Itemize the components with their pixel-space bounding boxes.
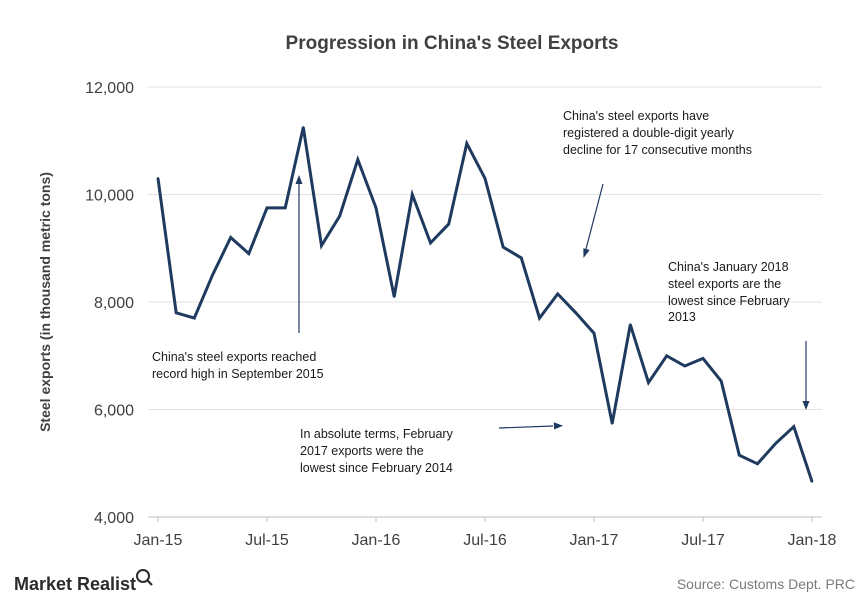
annotation-text-record-high-line1: China's steel exports reached	[152, 350, 316, 364]
data-point	[574, 311, 578, 314]
data-point	[483, 177, 487, 180]
annotation-decline: China's steel exports have registered a …	[563, 109, 752, 258]
x-tick-label: Jan-18	[788, 532, 837, 549]
data-point	[629, 323, 632, 326]
annotation-feb2017: In absolute terms, February 2017 exports…	[300, 422, 563, 475]
data-point	[156, 177, 160, 180]
magnifier-icon	[136, 569, 150, 583]
data-point	[429, 241, 432, 245]
annotation-text-jan2018-line1: China's January 2018	[668, 260, 789, 274]
brand-logo: Market Realist	[14, 569, 153, 594]
annotation-record-high: China's steel exports reached record hig…	[152, 175, 324, 381]
data-point	[247, 252, 251, 255]
x-tick-label: Jan-15	[134, 532, 183, 549]
chart-title: Progression in China's Steel Exports	[286, 33, 619, 54]
data-point	[683, 364, 687, 368]
data-point	[392, 295, 396, 298]
data-point	[211, 273, 214, 277]
y-axis-title: Steel exports (in thousand metric tons)	[37, 172, 53, 432]
annotation-arrow-feb2017	[498, 425, 554, 429]
data-point	[756, 462, 759, 465]
data-point	[374, 206, 378, 210]
series-group	[156, 126, 814, 483]
x-tick-label: Jul-17	[681, 532, 725, 549]
data-point	[302, 126, 305, 129]
data-point	[338, 214, 341, 218]
data-point	[501, 245, 505, 249]
x-tick-labels: Jan-15 Jul-15 Jan-16 Jul-16 Jan-17 Jul-17 Jan-…	[134, 517, 837, 549]
x-tick-label: Jan-17	[570, 532, 619, 549]
data-point	[193, 316, 196, 320]
annotation-jan2018: China's January 2018 steel exports are t…	[668, 260, 810, 410]
data-point	[229, 236, 232, 239]
data-point	[810, 480, 814, 483]
annotation-text-record-high-line2: record high in September 2015	[152, 367, 324, 381]
arrowhead-record-high	[295, 175, 303, 184]
annotation-text-jan2018-line4: 2013	[668, 310, 696, 324]
y-tick-label: 12,000	[85, 80, 134, 97]
annotation-text-decline-line1: China's steel exports have	[563, 109, 709, 123]
annotation-text-feb2017-line3: lowest since February 2014	[300, 461, 453, 475]
data-point	[520, 256, 523, 260]
annotation-text-decline-line2: registered a double-digit yearly	[563, 126, 735, 140]
x-tick-label: Jul-15	[245, 532, 289, 549]
x-tick-label: Jan-16	[352, 532, 401, 549]
brand-name: Market Realist	[14, 574, 136, 594]
data-point	[610, 422, 614, 425]
annotation-text-jan2018-line3: lowest since February	[668, 294, 790, 308]
data-point	[774, 442, 777, 445]
source-note: Source: Customs Dept. PRC	[677, 576, 855, 592]
data-point	[411, 193, 414, 196]
annotation-text-feb2017-line2: 2017 exports were the	[300, 444, 424, 458]
data-point	[356, 158, 360, 161]
annotation-arrow-decline	[585, 183, 604, 250]
y-tick-label: 4,000	[94, 510, 134, 527]
arrowhead-jan2018	[802, 401, 810, 410]
y-tick-label: 8,000	[94, 295, 134, 312]
arrowhead-decline	[583, 248, 590, 258]
data-point	[719, 379, 723, 383]
data-point	[647, 381, 650, 384]
data-point	[701, 357, 705, 360]
data-point	[465, 142, 469, 145]
data-point	[665, 354, 668, 357]
data-point	[538, 316, 541, 320]
arrowhead-feb2017	[553, 422, 563, 430]
y-tick-labels: 4,000 6,000 8,000 10,000 12,000	[85, 80, 134, 527]
data-point	[447, 222, 450, 226]
y-tick-label: 6,000	[94, 403, 134, 420]
data-point	[792, 425, 796, 428]
data-point	[283, 206, 287, 210]
annotation-text-feb2017-line1: In absolute terms, February	[300, 427, 454, 441]
x-tick-label: Jul-16	[463, 532, 507, 549]
annotation-text-jan2018-line2: steel exports are the	[668, 277, 781, 291]
data-point	[320, 244, 323, 247]
data-point	[174, 311, 178, 314]
magnifier-handle	[146, 579, 153, 586]
data-point	[738, 453, 741, 457]
data-point	[592, 331, 596, 335]
gridlines	[148, 86, 822, 518]
y-tick-label: 10,000	[85, 188, 134, 205]
annotation-text-decline-line3: decline for 17 consecutive months	[563, 143, 752, 157]
data-point	[556, 292, 559, 296]
data-point	[265, 206, 269, 210]
